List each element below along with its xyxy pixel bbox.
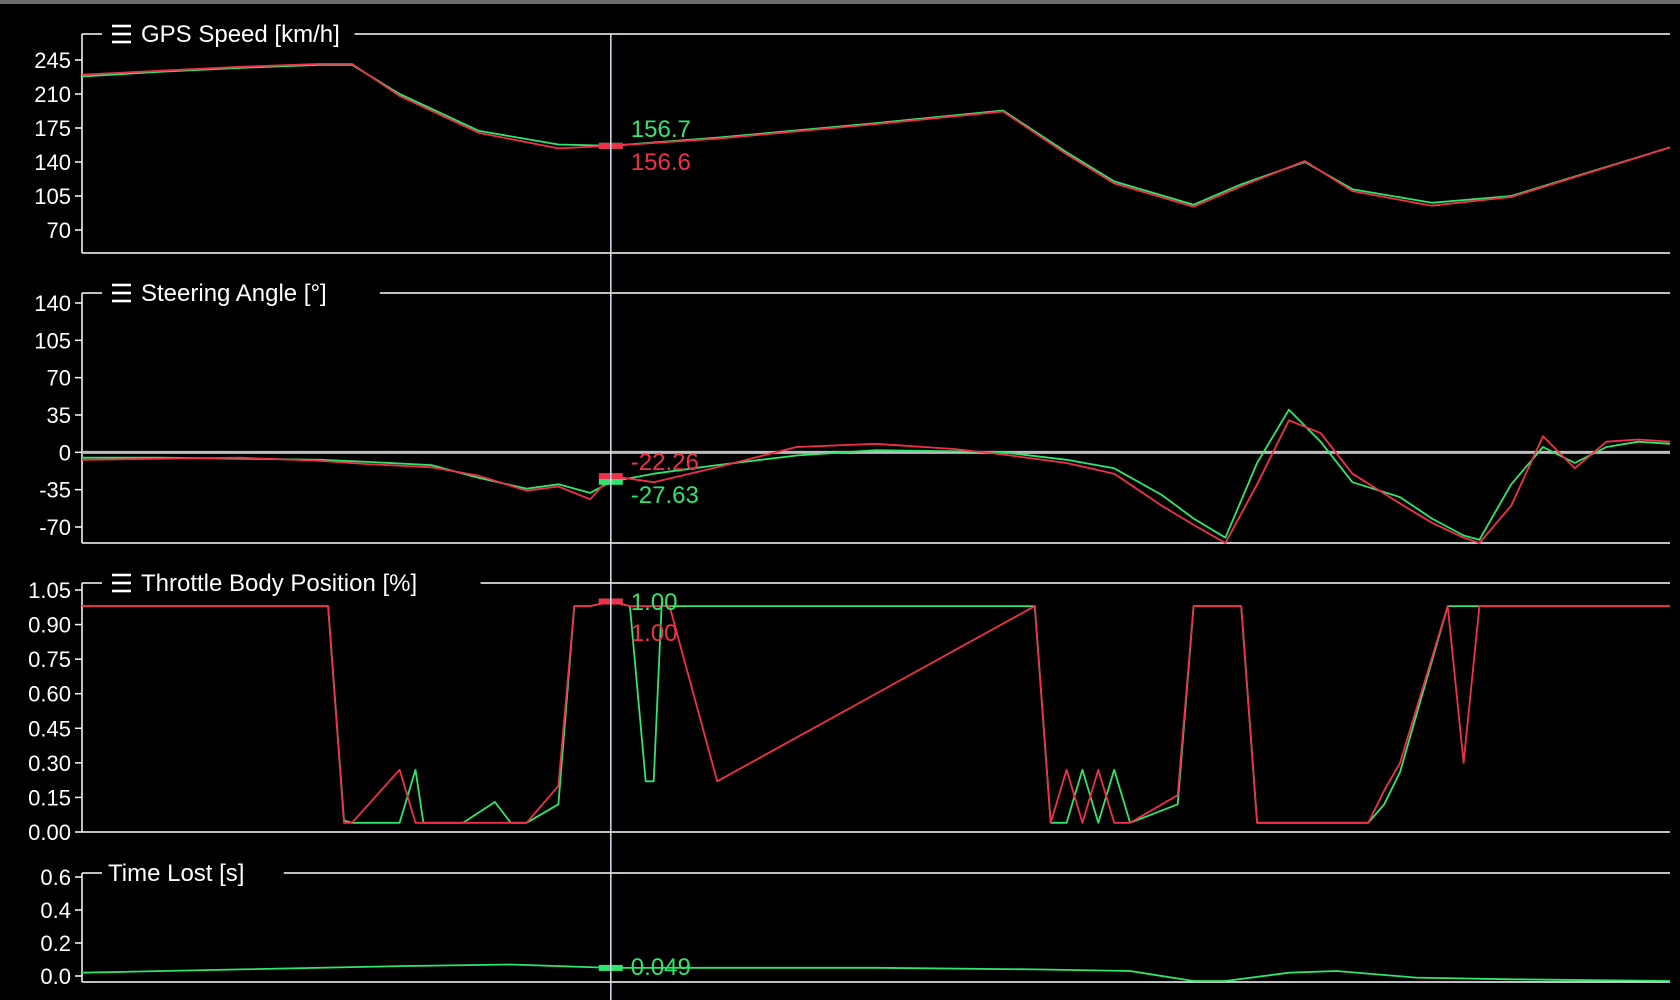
y-tick-label: 70 xyxy=(47,366,71,391)
panel-2[interactable]: Steering Angle [°] 140 105 70 35 0 -35 -70 -22.2… xyxy=(34,280,1671,544)
cursor-value-label: 0.049 xyxy=(631,954,691,981)
y-tick-label: 0.2 xyxy=(40,931,71,956)
y-tick-label: 35 xyxy=(47,403,71,428)
y-tick-label: 0.30 xyxy=(28,751,71,776)
hamburger-icon[interactable] xyxy=(112,283,131,303)
panel-title: GPS Speed [km/h] xyxy=(141,21,340,48)
y-tick-label: 0.45 xyxy=(28,716,71,741)
cursor-value-label: -22.26 xyxy=(631,449,699,476)
y-tick-label: 0.75 xyxy=(28,647,71,672)
series-line-1 xyxy=(81,64,1671,206)
series-line-2 xyxy=(81,419,1671,544)
hamburger-bar xyxy=(112,40,131,44)
y-tick-label: 0.0 xyxy=(40,964,71,989)
y-tick-label: 0.60 xyxy=(28,682,71,707)
panel-3[interactable]: Throttle Body Position [%] 1.05 0.90 0.75 0.… xyxy=(28,570,1670,845)
hamburger-icon[interactable] xyxy=(112,573,131,593)
hamburger-bar xyxy=(112,573,131,577)
cursor-value-label: -27.63 xyxy=(631,482,699,509)
panel-1[interactable]: GPS Speed [km/h] 245 210 175 140 105 70 156.7 15… xyxy=(34,21,1671,254)
y-tick-label: 0.15 xyxy=(28,785,71,810)
hamburger-bar xyxy=(112,24,131,28)
cursor-value-label: 1.00 xyxy=(631,589,678,616)
series-line-2 xyxy=(81,63,1671,208)
y-tick-label: 105 xyxy=(34,184,71,209)
cursor-value-label: 1.00 xyxy=(631,620,678,647)
window-top-strip xyxy=(0,0,1680,4)
hamburger-bar xyxy=(112,283,131,287)
y-tick-label: 70 xyxy=(47,218,71,243)
hamburger-bar xyxy=(112,589,131,593)
panel-title: Steering Angle [°] xyxy=(141,280,327,307)
y-tick-label: 140 xyxy=(34,291,71,316)
panel-title: Time Lost [s] xyxy=(108,860,244,887)
y-tick-label: -70 xyxy=(39,515,71,540)
y-tick-label: -35 xyxy=(39,478,71,503)
hamburger-bar xyxy=(112,581,131,585)
hamburger-bar xyxy=(112,299,131,303)
panel-title: Throttle Body Position [%] xyxy=(141,570,417,597)
series-line-1 xyxy=(81,963,1671,982)
y-tick-label: 175 xyxy=(34,116,71,141)
cursor-value-label: 156.7 xyxy=(631,116,691,143)
hamburger-bar xyxy=(112,291,131,295)
y-tick-label: 0 xyxy=(59,440,71,465)
y-tick-label: 0.90 xyxy=(28,613,71,638)
y-tick-label: 0.00 xyxy=(28,820,71,845)
y-tick-label: 105 xyxy=(34,328,71,353)
y-tick-label: 0.4 xyxy=(40,898,71,923)
y-tick-label: 0.6 xyxy=(40,865,71,890)
series-line-1 xyxy=(82,408,1671,541)
y-tick-label: 245 xyxy=(34,48,71,73)
series-line-1 xyxy=(82,600,1670,824)
cursor-value-label: 156.6 xyxy=(631,149,691,176)
panel-4[interactable]: Time Lost [s] 0.6 0.4 0.2 0.0 0.049 xyxy=(40,860,1671,989)
series-line-2 xyxy=(82,600,1670,824)
hamburger-icon[interactable] xyxy=(112,24,131,44)
hamburger-bar xyxy=(112,32,131,36)
y-tick-label: 140 xyxy=(34,150,71,175)
y-tick-label: 1.05 xyxy=(28,578,71,603)
y-tick-label: 210 xyxy=(34,82,71,107)
